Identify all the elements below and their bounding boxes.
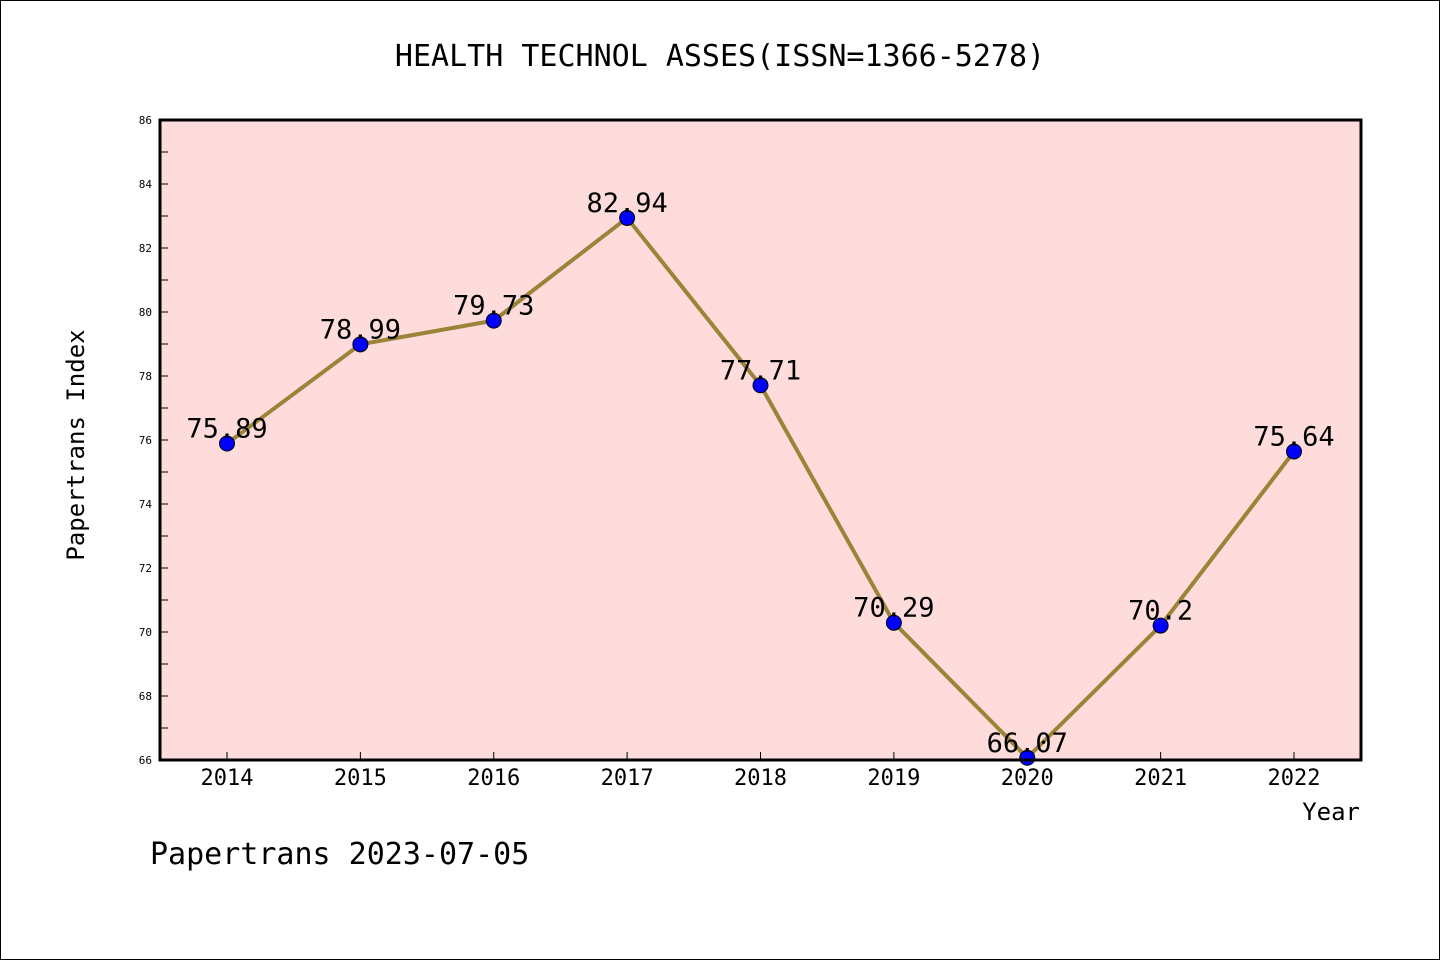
y-tick-label: 80 — [139, 306, 152, 319]
x-tick-label: 2019 — [867, 766, 920, 791]
data-label: 70.2 — [1128, 596, 1193, 627]
y-tick-label: 74 — [139, 498, 153, 511]
y-tick-label: 70 — [139, 626, 152, 639]
x-axis-title: Year — [1302, 798, 1360, 826]
data-label: 82.94 — [586, 188, 667, 219]
x-tick-label: 2022 — [1268, 766, 1321, 791]
y-tick-label: 68 — [139, 690, 152, 703]
data-point — [352, 336, 369, 353]
footer-text: Papertrans 2023-07-05 — [150, 837, 529, 872]
data-point — [485, 312, 502, 329]
y-axis-tick-labels: 66 68 70 72 74 76 78 80 82 84 86 — [139, 114, 153, 767]
x-tick-label: 2015 — [334, 766, 387, 791]
y-tick-label: 82 — [139, 242, 152, 255]
data-point — [619, 209, 636, 226]
data-point — [219, 435, 235, 452]
data-point — [1152, 617, 1169, 634]
chart-title: HEALTH TECHNOL ASSES(ISSN=1366-5278) — [395, 39, 1045, 74]
plot-area — [160, 120, 1361, 760]
data-label: 79.73 — [453, 291, 534, 322]
data-point — [885, 614, 902, 631]
plot-border — [158, 118, 1363, 762]
y-axis-title: Papertrans Index — [62, 329, 90, 560]
x-tick-label: 2017 — [601, 766, 654, 791]
y-tick-label: 66 — [139, 754, 152, 767]
data-labels: 75.89 78.99 79.73 82.94 77.71 70.29 66.07 70.2 7… — [186, 188, 1334, 759]
data-label: 66.07 — [987, 728, 1068, 759]
y-tick-label: 84 — [139, 178, 153, 191]
y-tick-label: 86 — [139, 114, 152, 127]
x-tick-label: 2020 — [1001, 766, 1054, 791]
data-point — [1019, 749, 1036, 766]
x-tick-label: 2016 — [467, 766, 520, 791]
data-label: 78.99 — [320, 314, 401, 345]
data-label: 77.71 — [720, 355, 801, 386]
data-point — [752, 377, 769, 394]
data-label: 75.89 — [186, 414, 267, 445]
data-label: 75.64 — [1253, 422, 1334, 453]
x-tick-label: 2018 — [734, 766, 787, 791]
data-label: 70.29 — [853, 593, 934, 624]
data-markers — [219, 209, 1302, 766]
y-tick-label: 72 — [139, 562, 152, 575]
x-tick-label: 2014 — [201, 766, 254, 791]
x-axis-tick-labels: 2014 2015 2016 2017 2018 2019 2020 2021 2022 — [201, 766, 1321, 791]
y-tick-label: 78 — [139, 370, 152, 383]
x-tick-label: 2021 — [1134, 766, 1187, 791]
data-point — [1286, 443, 1302, 460]
y-tick-label: 76 — [139, 434, 152, 447]
